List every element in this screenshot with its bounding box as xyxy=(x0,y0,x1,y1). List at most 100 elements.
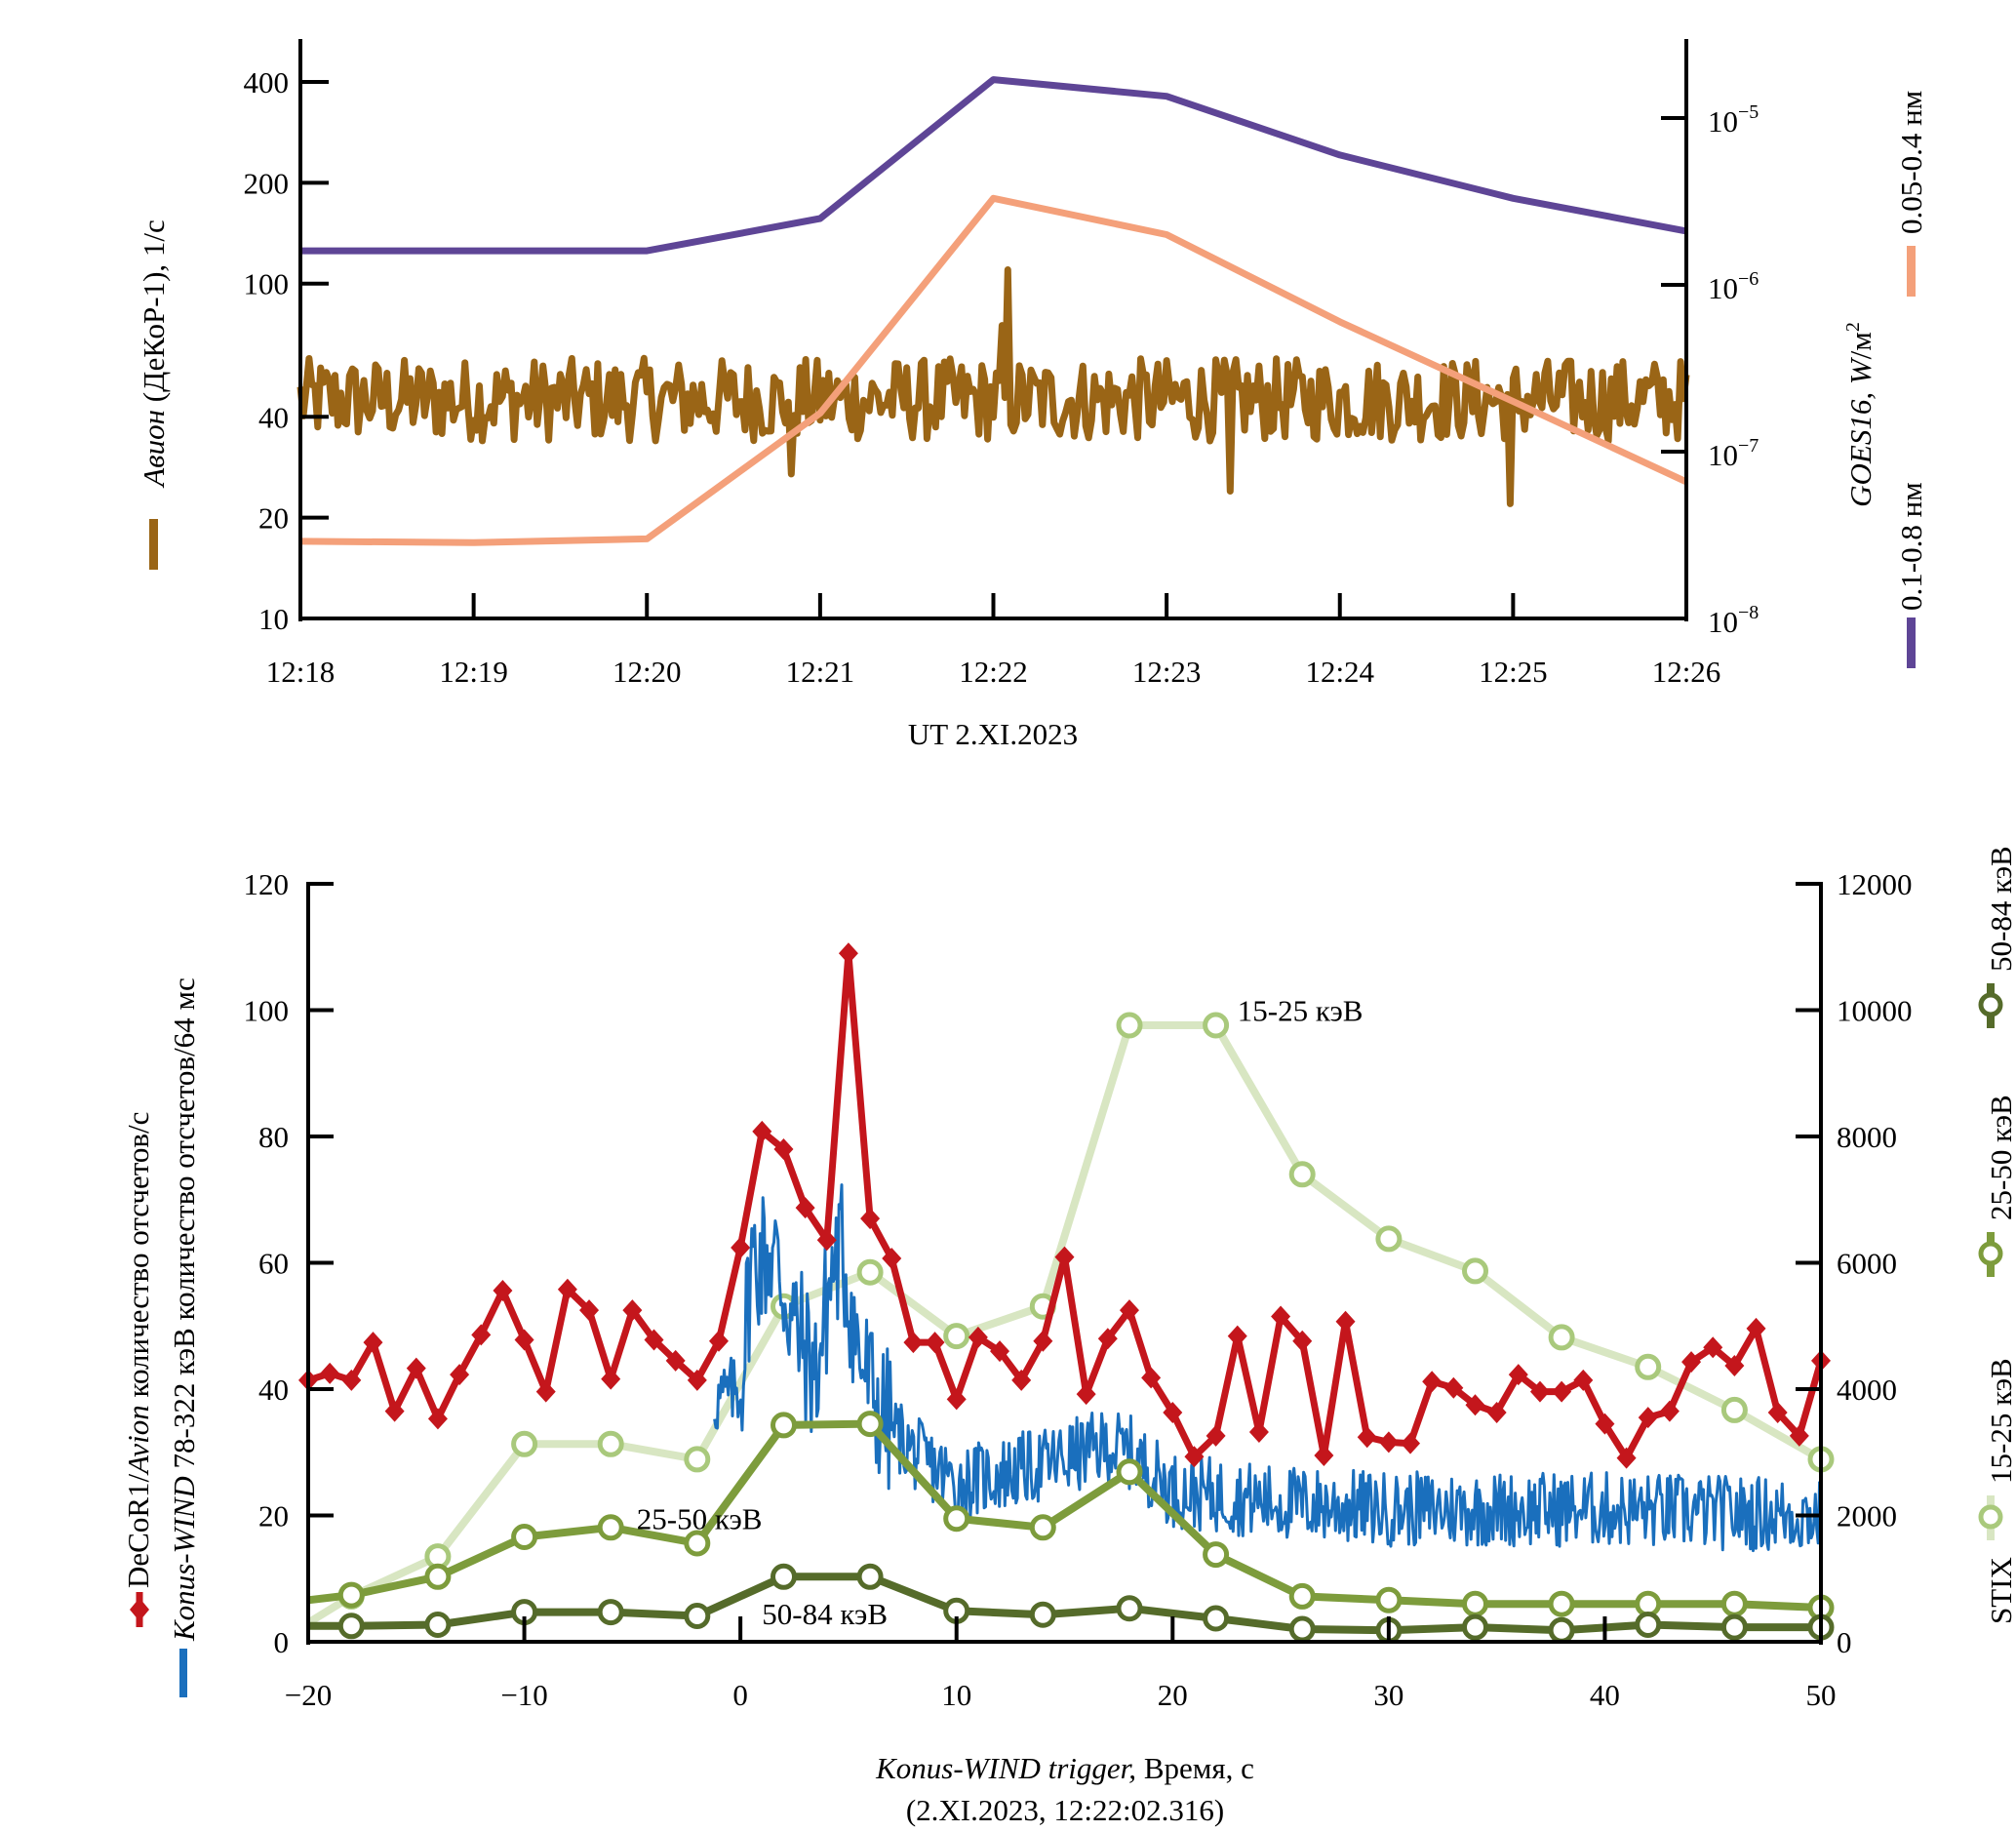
legend-goes-orange: 0.05-0.4 нм xyxy=(1894,91,1928,297)
stix-15-25kev-marker xyxy=(1720,1396,1748,1423)
stix-25-50kev-marker xyxy=(1203,1541,1230,1569)
stix-50-84kev-marker xyxy=(684,1603,711,1629)
decor-avion-marker xyxy=(838,942,858,965)
bottom-x-tick-label: 40 xyxy=(1590,1678,1620,1712)
decor-avion-marker xyxy=(1746,1317,1766,1339)
top-left-tick-label: 40 xyxy=(258,400,289,434)
decor-avion-marker xyxy=(1357,1426,1377,1449)
stix-25-50kev-marker xyxy=(337,1581,365,1609)
decor-avion-marker xyxy=(1508,1364,1528,1386)
legend-label-goes-purple: 0.1-0.8 нм xyxy=(1894,482,1928,611)
legend-stix-25-50kev: 25-50 кэВ xyxy=(1978,1095,2016,1277)
bottom-x-tick-label: 20 xyxy=(1158,1678,1188,1712)
top-left-axis-title: Авион (ДеКоР-1), 1/с xyxy=(137,219,171,489)
decor-avion-marker xyxy=(665,1349,686,1372)
decor-avion-marker xyxy=(1076,1383,1096,1406)
decor-avion-marker xyxy=(773,1137,794,1160)
top-x-tick-label: 12:18 xyxy=(266,655,336,689)
decor-avion-marker xyxy=(1724,1355,1745,1377)
decor-avion-marker xyxy=(946,1388,967,1411)
bottom-x-axis-title: Konus-WIND trigger, Время, с xyxy=(875,1751,1254,1785)
bottom-left-tick-label: 60 xyxy=(258,1247,289,1281)
legend-label-decor: DeCoR1/Avion количество отсчетов/с xyxy=(121,1112,155,1588)
top-x-tick-label: 12:22 xyxy=(959,655,1028,689)
bottom-x-axis-subtitle: (2.XI.2023, 12:22:02.316) xyxy=(906,1793,1224,1827)
top-chart: 12:18 12:19 12:20 12:21 12:22 12:23 12:24 12:25… xyxy=(137,39,1928,751)
stix-15-25kev-marker xyxy=(1548,1324,1575,1351)
decor-avion-marker xyxy=(1422,1371,1443,1393)
decor-avion-marker xyxy=(1681,1351,1702,1374)
series-annotation: 50-84 кэВ xyxy=(762,1597,888,1631)
decor-avion-marker xyxy=(1335,1310,1356,1333)
bottom-left-tick-label: 120 xyxy=(244,867,290,901)
bottom-right-tick-label: 6000 xyxy=(1837,1247,1897,1281)
decor-avion-marker xyxy=(795,1197,815,1219)
legend-swatch-goes-orange xyxy=(1907,246,1916,297)
bottom-series-layer xyxy=(298,942,1835,1644)
decor-avion-marker xyxy=(1378,1431,1399,1454)
decor-avion-marker xyxy=(450,1364,470,1386)
stix-15-25kev-marker xyxy=(1462,1257,1488,1285)
tick-exponent: −8 xyxy=(1738,602,1759,623)
decor-avion-marker xyxy=(406,1357,426,1379)
legend-stix-15-25kev: 15-25 кэВ xyxy=(1978,1358,2016,1540)
decor-avion-marker xyxy=(903,1332,924,1354)
goes-italic-label: GOES16, W xyxy=(1843,356,1878,507)
decor-avion-marker xyxy=(860,1208,881,1230)
top-left-tick-label: 100 xyxy=(244,267,290,301)
top-right-axis-title: GOES16, W/м2 xyxy=(1842,322,1878,507)
stix-25-50kev-marker xyxy=(856,1411,884,1438)
decor-avion-marker xyxy=(644,1329,664,1351)
bottom-right-tick-label: 0 xyxy=(1837,1625,1852,1659)
stix-50-84kev-marker xyxy=(1029,1601,1056,1628)
bottom-axes: −20 −10 0 10 20 30 40 5002040608010012002000400… xyxy=(244,867,1913,1712)
top-x-axis-title: UT 2.XI.2023 xyxy=(908,717,1078,751)
goes-0.05-0.4nm-line xyxy=(299,194,1688,546)
top-x-tick-label: 12:23 xyxy=(1132,655,1202,689)
decor-avion-marker xyxy=(1443,1376,1464,1399)
decor-avion-marker xyxy=(493,1279,513,1301)
decor-avion-marker xyxy=(514,1329,534,1351)
bottom-annotations: 15-25 кэВ 25-50 кэВ 50-84 кэВ xyxy=(637,994,1364,1631)
decor-avion-marker xyxy=(341,1369,362,1391)
stix-25-50kev-marker xyxy=(1375,1586,1403,1613)
decor-avion-marker xyxy=(1401,1432,1421,1454)
decor-avion-marker xyxy=(752,1120,772,1142)
bottom-right-tick-label: 10000 xyxy=(1837,994,1913,1028)
konus-label-italic2: WIND xyxy=(167,1476,201,1553)
bottom-left-tick-label: 100 xyxy=(244,994,290,1028)
legend-swatch-konus xyxy=(179,1649,187,1697)
stix-50-84kev-marker xyxy=(1116,1595,1143,1622)
bottom-left-tick-label: 40 xyxy=(258,1373,289,1407)
decor-avion-marker xyxy=(1486,1401,1507,1423)
stix-25-50kev-marker xyxy=(1116,1458,1143,1486)
decor-avion-marker xyxy=(579,1299,600,1322)
bottom-x-tick-label: −10 xyxy=(500,1678,547,1712)
decor-avion-marker xyxy=(1465,1394,1485,1416)
stix-25-50kev-marker xyxy=(597,1514,624,1541)
time-label: Время, с xyxy=(1136,1751,1254,1785)
decor-avion-marker xyxy=(1141,1367,1162,1389)
stix-50-84kev-marker xyxy=(1548,1616,1575,1644)
stix-15-25kev-marker xyxy=(511,1430,538,1457)
decor-avion-marker xyxy=(731,1236,751,1258)
decor-label-rest: количество отсчетов/с xyxy=(121,1112,155,1406)
stix-25-50kev-marker xyxy=(1462,1590,1488,1617)
decor-avion-line xyxy=(306,949,1825,1462)
decor-avion-marker xyxy=(622,1299,643,1322)
decor-avion-marker xyxy=(1271,1305,1291,1328)
tick-base: 10 xyxy=(1708,271,1738,305)
stix-25-50kev-marker xyxy=(1720,1590,1748,1617)
decor-avion-marker xyxy=(1119,1299,1139,1322)
bottom-x-tick-label: 50 xyxy=(1806,1678,1837,1712)
legend-open-circle-icon xyxy=(1978,1241,2003,1266)
stix-15-25kev-marker xyxy=(856,1258,884,1286)
decor-avion-marker xyxy=(1227,1325,1247,1347)
series-annotation: 15-25 кэВ xyxy=(1238,994,1364,1028)
konus-wind-count-line xyxy=(713,1183,1822,1553)
decor-avion-marker xyxy=(1163,1401,1183,1423)
legend-label-goes-orange: 0.05-0.4 нм xyxy=(1894,91,1928,234)
bottom-x-tick-label: 30 xyxy=(1373,1678,1403,1712)
stix-50-84kev-marker xyxy=(1635,1612,1662,1638)
decor-avion-marker xyxy=(320,1362,340,1384)
